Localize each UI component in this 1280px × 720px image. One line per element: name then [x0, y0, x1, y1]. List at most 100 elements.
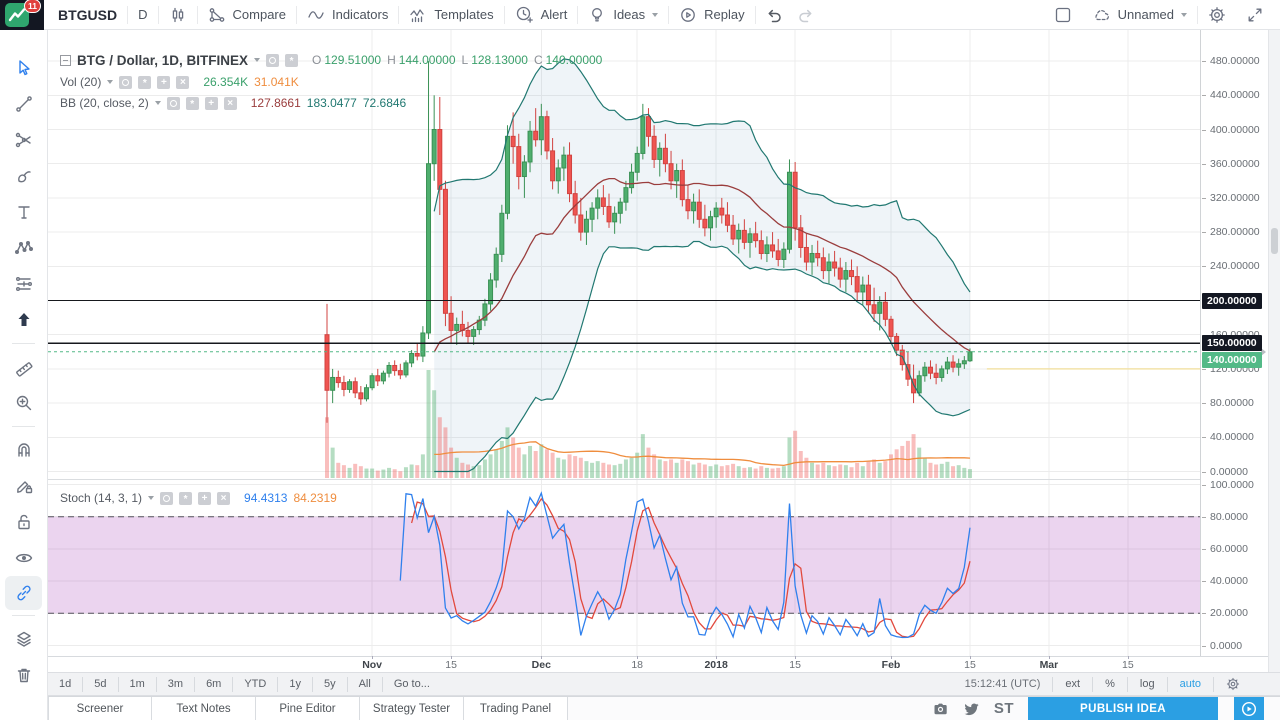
scale-mode-log[interactable]: log: [1126, 676, 1167, 692]
forecast-tool[interactable]: [0, 266, 47, 302]
eye-tool[interactable]: [0, 540, 47, 576]
scale-mode-percent[interactable]: %: [1092, 676, 1127, 692]
replay-label: Replay: [704, 7, 745, 22]
eye-icon[interactable]: [166, 96, 180, 110]
range-button-6m[interactable]: 6m: [194, 676, 232, 692]
price-chart[interactable]: [48, 30, 1200, 656]
stoch-tick-label: 40.0000: [1202, 575, 1248, 588]
plus-icon[interactable]: [204, 96, 218, 110]
symbol-legend-title[interactable]: BTG / Dollar, 1D, BITFINEX: [77, 52, 249, 68]
trash-tool[interactable]: [0, 657, 47, 693]
range-button-ytd[interactable]: YTD: [232, 676, 277, 692]
compare-button[interactable]: Compare: [198, 0, 296, 30]
redo-button[interactable]: [794, 0, 824, 30]
tab-strategy-tester[interactable]: Strategy Tester: [360, 697, 464, 720]
chevron-down-icon[interactable]: [107, 80, 114, 84]
stoch-label[interactable]: Stoch (14, 3, 1): [60, 491, 143, 505]
range-button-1y[interactable]: 1y: [277, 676, 312, 692]
bb-legend-row: BB (20, close, 2) 127.8661 183.0477 72.6…: [60, 95, 406, 111]
scrollbar-thumb[interactable]: [1271, 228, 1278, 254]
eye-icon[interactable]: [119, 75, 133, 89]
gear-icon[interactable]: [285, 53, 299, 67]
tab-screener[interactable]: Screener: [48, 697, 152, 720]
range-button-goto[interactable]: Go to...: [381, 676, 441, 692]
eye-icon[interactable]: [160, 491, 174, 505]
chevron-down-icon[interactable]: [154, 101, 161, 105]
range-button-5y[interactable]: 5y: [311, 676, 347, 692]
ruler-tool[interactable]: [0, 349, 47, 385]
stocktwits-label[interactable]: ST: [993, 700, 1015, 717]
brush-tool[interactable]: [0, 158, 47, 194]
price-axis[interactable]: 480.00000 440.00000 400.00000 360.00000 320.…: [1200, 30, 1268, 656]
plus-icon[interactable]: [157, 75, 171, 89]
close-icon[interactable]: [217, 491, 231, 505]
close-icon[interactable]: [176, 75, 190, 89]
trend-line-tool[interactable]: [0, 86, 47, 122]
undo-button[interactable]: [756, 0, 794, 30]
range-button-all[interactable]: All: [346, 676, 382, 692]
indicators-button[interactable]: Indicators: [297, 0, 398, 30]
tab-pine-editor[interactable]: Pine Editor: [256, 697, 360, 720]
tradingview-logo[interactable]: 11: [0, 0, 44, 30]
open-value: 129.51000: [324, 53, 382, 67]
chart-settings-button[interactable]: [1198, 0, 1236, 30]
range-button-1d[interactable]: 1d: [48, 677, 82, 692]
magnet-tool[interactable]: [0, 432, 47, 468]
layers-tool[interactable]: [0, 621, 47, 657]
gann-fib-tool[interactable]: [0, 122, 47, 158]
chevron-down-icon[interactable]: [148, 496, 155, 500]
tab-trading-panel[interactable]: Trading Panel: [464, 697, 568, 720]
symbol-button[interactable]: BTGUSD: [44, 0, 127, 30]
interval-button[interactable]: D: [128, 0, 157, 30]
publish-idea-button[interactable]: PUBLISH IDEA: [1028, 696, 1218, 720]
range-button-3m[interactable]: 3m: [155, 676, 194, 692]
drawing-lock-tool[interactable]: [0, 468, 47, 504]
plus-icon[interactable]: [198, 491, 212, 505]
link-tool[interactable]: [5, 576, 42, 610]
twitter-icon[interactable]: [963, 701, 980, 717]
indicators-icon: [308, 10, 324, 19]
price-line-badge[interactable]: 200.00000: [1202, 292, 1262, 309]
cursor-tool[interactable]: [0, 50, 47, 86]
scale-mode-ext[interactable]: ext: [1052, 676, 1092, 692]
volume-label[interactable]: Vol (20): [60, 75, 102, 89]
zoom-in-tool[interactable]: [0, 385, 47, 421]
snapshot-camera-icon[interactable]: [932, 701, 949, 717]
chevron-down-icon[interactable]: [254, 58, 261, 62]
bb-basis-value: 127.8661: [250, 96, 301, 110]
xabcd-pattern-tool[interactable]: [0, 230, 47, 266]
alert-button[interactable]: Alert: [505, 0, 578, 30]
axis-settings-button[interactable]: [1213, 676, 1240, 692]
tab-text-notes[interactable]: Text Notes: [152, 697, 256, 720]
collapse-pane-icon[interactable]: [60, 54, 71, 66]
axis-collapse-arrow[interactable]: [1261, 348, 1266, 356]
toolbar-divider: [12, 615, 35, 616]
replay-button[interactable]: Replay: [669, 0, 754, 30]
arrow-up-tool[interactable]: [0, 302, 47, 338]
gear-icon[interactable]: [138, 75, 152, 89]
fullscreen-button[interactable]: [1236, 0, 1274, 30]
templates-button[interactable]: Templates: [399, 0, 503, 30]
ideas-button[interactable]: Ideas: [578, 0, 668, 30]
close-icon[interactable]: [223, 96, 237, 110]
bb-label[interactable]: BB (20, close, 2): [60, 96, 149, 110]
publish-play-button[interactable]: [1234, 696, 1264, 720]
range-button-1m[interactable]: 1m: [117, 676, 156, 692]
text-tool[interactable]: [0, 194, 47, 230]
time-tick-label: Feb: [873, 656, 909, 673]
time-axis[interactable]: Nov 15 Dec 18 2018 15 Feb 15 Mar 15: [48, 656, 1280, 672]
chart-style-button[interactable]: [159, 0, 197, 30]
drawing-lock-icon: [16, 481, 32, 494]
layout-button[interactable]: [1044, 0, 1082, 30]
gear-icon[interactable]: [185, 96, 199, 110]
trend-line-icon: [15, 96, 32, 112]
price-line-badge[interactable]: 150.00000: [1202, 335, 1262, 352]
gear-icon[interactable]: [179, 491, 193, 505]
eye-icon[interactable]: [266, 53, 280, 67]
last-price-badge[interactable]: 140.00000: [1202, 351, 1262, 368]
lock-tool[interactable]: [0, 504, 47, 540]
save-layout-button[interactable]: Unnamed: [1082, 0, 1197, 30]
range-button-5d[interactable]: 5d: [82, 676, 117, 692]
clock-label[interactable]: 15:12:41 (UTC): [964, 678, 1041, 690]
scale-mode-auto[interactable]: auto: [1166, 676, 1213, 692]
